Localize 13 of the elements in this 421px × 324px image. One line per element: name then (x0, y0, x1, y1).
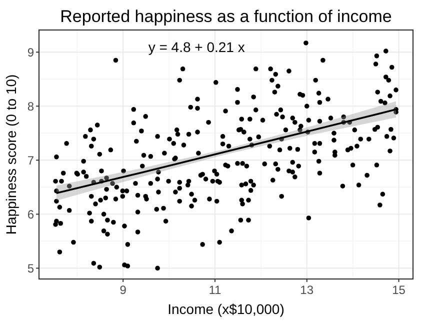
annotation: y = 4.8 + 0.21 x (148, 39, 245, 55)
y-axis-title: Happiness score (0 to 10) (3, 74, 19, 235)
x-tick-label: 15 (392, 283, 406, 297)
x-tick-label: 11 (208, 283, 222, 297)
y-tick-label: 5 (27, 261, 34, 276)
y-tick-label: 7 (27, 153, 34, 168)
x-axis-title: Income (x$10,000) (168, 301, 284, 317)
chart-title: Reported happiness as a function of income (60, 7, 392, 26)
y-tick-label: 8 (27, 99, 34, 114)
x-tick-label: 9 (120, 283, 127, 297)
x-tick-label: 13 (300, 283, 314, 297)
y-tick-label: 9 (27, 45, 34, 60)
y-tick-label: 6 (27, 207, 34, 222)
